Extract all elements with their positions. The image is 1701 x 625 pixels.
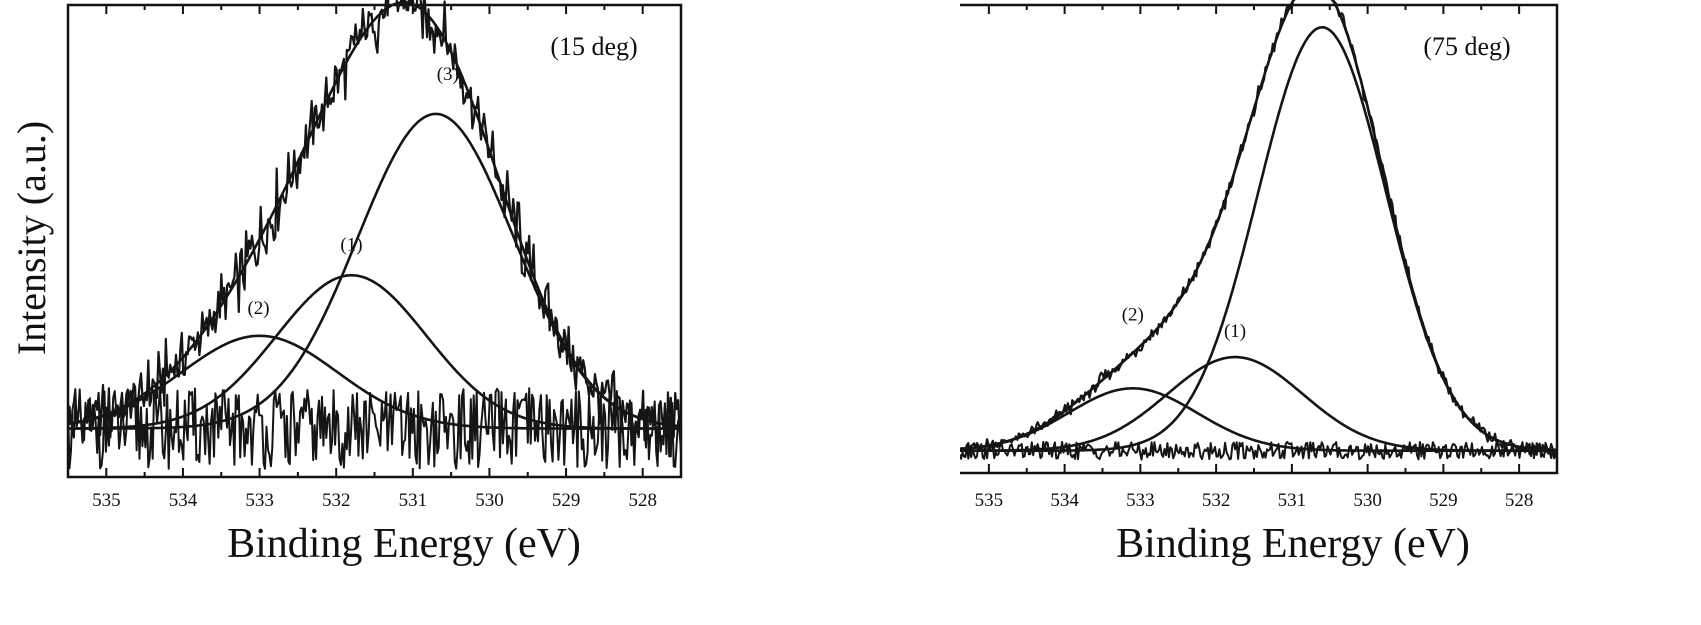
raw-data-curve: [66, 0, 683, 458]
x-tick-label: 529: [552, 490, 581, 511]
fit-envelope: [960, 0, 1558, 452]
peak-label: (2): [1122, 304, 1144, 325]
plot-frame: [960, 3, 1559, 475]
residual-curve: [67, 387, 682, 470]
angle-annotation: (75 deg): [1423, 32, 1510, 61]
peak-label: (3): [437, 64, 459, 85]
x-tick-label: 532: [1202, 490, 1231, 511]
x-tick-label: 532: [322, 490, 351, 511]
x-tick-label: 534: [1050, 490, 1079, 511]
peak-label: (1): [1224, 321, 1246, 342]
x-axis-title: Binding Energy (eV): [227, 521, 581, 567]
x-tick-label: 533: [245, 490, 274, 511]
x-tick-label: 531: [1278, 490, 1307, 511]
component-peak-1: [960, 355, 1557, 452]
chart-panel-15deg: 535 534 533 532 531 530 529 528 Intensity (a.u.)…: [0, 0, 790, 625]
x-tick-label: 530: [475, 490, 504, 511]
peak-label: (1): [340, 234, 362, 255]
peak-label: (2): [247, 298, 269, 319]
x-tick-label: 528: [1505, 490, 1534, 511]
y-axis-title: Intensity (a.u.): [9, 121, 54, 355]
x-tick-label: 530: [1353, 490, 1382, 511]
raw-data-curve: [960, 0, 1559, 459]
angle-annotation: (15 deg): [550, 32, 637, 61]
x-tick-label: 529: [1429, 490, 1458, 511]
x-tick-label: 535: [975, 490, 1004, 511]
x-axis-title: Binding Energy (eV): [1116, 521, 1470, 567]
x-tick-label: 535: [92, 490, 121, 511]
x-tick-label: 528: [628, 490, 657, 511]
residual-curve: [960, 440, 1558, 461]
x-tick-label: 534: [169, 490, 198, 511]
x-tick-label: 533: [1126, 490, 1155, 511]
x-tick-label: 531: [399, 490, 428, 511]
chart-15deg: 535 534 533 532 531 530 529 528 Intensity (a.u.)…: [9, 0, 683, 567]
